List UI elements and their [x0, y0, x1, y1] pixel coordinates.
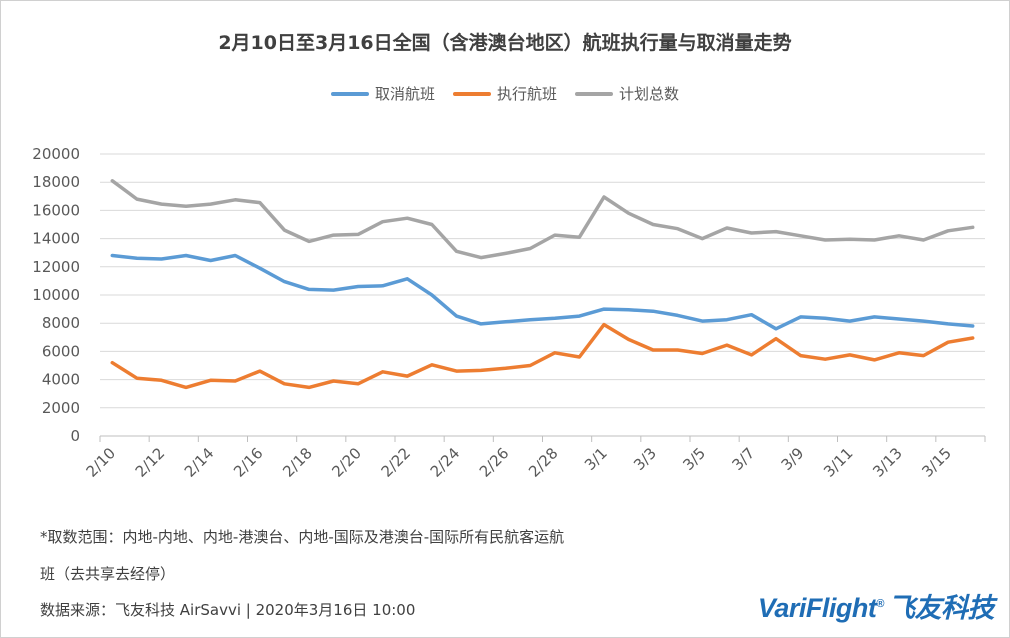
x-tick-label: 3/5: [679, 444, 709, 474]
y-tick-label: 18000: [32, 173, 80, 191]
y-tick-label: 8000: [42, 314, 80, 332]
x-tick-label: 3/9: [778, 444, 808, 474]
y-tick-label: 10000: [32, 286, 80, 304]
legend-swatch-executed: [452, 91, 491, 96]
x-tick-label: 3/1: [581, 444, 611, 474]
x-tick-label: 3/11: [820, 444, 857, 481]
legend-item-planned: 计划总数: [575, 83, 679, 104]
legend-item-executed: 执行航班: [452, 83, 557, 104]
x-tick-label: 3/3: [630, 444, 660, 474]
series-line: [110, 253, 975, 331]
chart-title: 2月10日至3月16日全国（含港澳台地区）航班执行量与取消量走势: [218, 32, 792, 54]
series-line: [110, 322, 975, 390]
y-tick-label: 14000: [32, 230, 80, 248]
y-tick-label: 2000: [42, 399, 80, 417]
legend-swatch-cancelled: [330, 91, 369, 96]
x-tick-label: 2/12: [132, 444, 169, 481]
x-tick-label: 3/7: [728, 444, 758, 474]
y-tick-label: 4000: [42, 371, 80, 389]
footnote-line-2: 班（去共享去经停）: [40, 565, 176, 583]
legend-item-cancelled: 取消航班: [330, 83, 435, 104]
logo-text: VariFlight: [757, 593, 877, 623]
footnote-line-1: *取数范围：内地-内地、内地-港澳台、内地-国际及港澳台-国际所有民航客运航: [40, 528, 565, 546]
y-tick-label: 0: [70, 427, 80, 445]
x-tick-label: 2/22: [378, 444, 415, 481]
x-tick-label: 2/24: [427, 444, 464, 481]
x-tick-label: 2/18: [279, 444, 316, 481]
x-tick-label: 2/28: [525, 444, 562, 481]
x-tick-label: 2/26: [476, 444, 513, 481]
y-tick-label: 12000: [32, 258, 80, 276]
x-tick-label: 2/20: [328, 444, 365, 481]
x-tick-label: 2/14: [181, 444, 218, 481]
logo-cn: 飞友科技: [888, 593, 995, 623]
data-source: 数据来源：飞友科技 AirSavvi | 2020年3月16日 10:00: [40, 601, 416, 619]
legend-label-executed: 执行航班: [496, 85, 557, 103]
legend-swatch-planned: [575, 91, 613, 96]
x-tick-label: 3/13: [869, 444, 906, 481]
variflight-logo: VariFlight® 飞友科技: [757, 586, 995, 625]
logo-registered-mark: ®: [876, 598, 884, 610]
chart-legend: 取消航班 执行航班 计划总数: [0, 83, 1010, 104]
y-tick-label: 6000: [42, 342, 80, 360]
x-tick-label: 2/16: [230, 444, 267, 481]
legend-label-cancelled: 取消航班: [374, 85, 435, 103]
legend-label-planned: 计划总数: [619, 85, 680, 103]
y-tick-label: 20000: [32, 145, 80, 163]
y-tick-label: 16000: [32, 201, 80, 219]
line-chart: 0 2000 4000 6000 8000 10000 12000 14000 16000 180…: [32, 145, 986, 481]
series-line: [110, 179, 975, 260]
x-tick-label: 2/10: [83, 444, 120, 481]
x-tick-label: 3/15: [918, 444, 955, 481]
